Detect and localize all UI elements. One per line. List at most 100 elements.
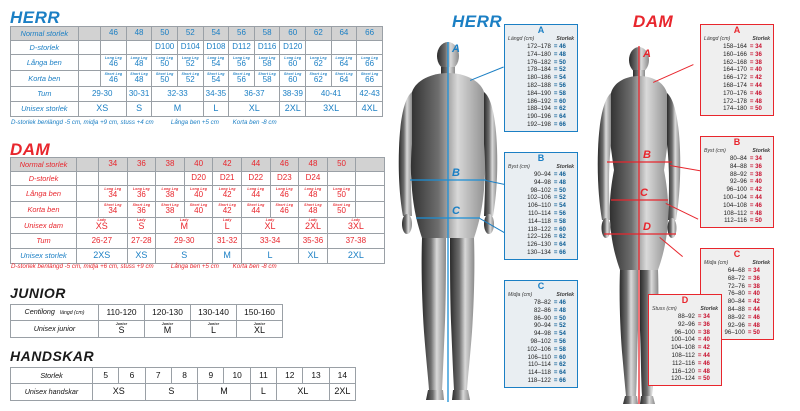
junior-size-cell: Junior XL xyxy=(236,320,283,338)
herr-cell: Long Leg 62 xyxy=(305,54,332,71)
box-size: = 50 xyxy=(749,217,762,225)
cell-value: 50 xyxy=(337,159,346,169)
box-row: 172–178 = 46 xyxy=(507,43,575,51)
cell-tiny-label: Short Leg xyxy=(258,71,276,76)
box-range: 96–100 xyxy=(726,186,747,194)
cell-tiny-label: Lady xyxy=(265,218,275,223)
box-value-table: 90–94 = 46 94–98 = 48 98–102 = 50 102–106 = 52 1… xyxy=(507,171,575,257)
cell-tiny-label: Long Leg xyxy=(105,55,122,60)
box-range: 88–92 xyxy=(677,312,695,320)
box-range: 72–76 xyxy=(727,282,745,290)
box-row: 88–92 = 38 xyxy=(703,171,771,179)
dam-unisex-dam-cell: Lady XS xyxy=(76,217,128,234)
box-row: 114–118 = 58 xyxy=(507,218,575,226)
cell-value: D116 xyxy=(257,42,277,52)
herr-cell: Short Leg 54 xyxy=(202,70,230,87)
box-range: 90–94 xyxy=(533,170,551,178)
box-size: = 34 xyxy=(749,42,762,50)
box-header-size: Storlek xyxy=(752,147,770,154)
box-size: = 66 xyxy=(553,248,566,256)
cell-tiny-label: Long Leg xyxy=(333,186,350,191)
cell-value: D24 xyxy=(305,173,321,183)
box-size: = 52 xyxy=(553,322,566,330)
box-row: 78–82 = 46 xyxy=(507,299,575,307)
handskar-number-cell: 14 xyxy=(328,367,356,384)
box-row: 190–196 = 64 xyxy=(507,113,575,121)
box-range: 130–134 xyxy=(527,248,551,256)
cell-value: 42 xyxy=(222,190,232,199)
handskar-size-cell: M xyxy=(197,383,251,401)
herr-row-1: D-storlek D100 D104 D108 D112 D116 D120 xyxy=(10,40,383,55)
dam-cell: 42 xyxy=(212,157,242,172)
cell-value: Tum xyxy=(36,236,51,246)
box-row: 98–102 = 56 xyxy=(507,338,575,346)
cell-tiny-label: Long Leg xyxy=(190,186,207,191)
cell-value: 33-34 xyxy=(259,235,281,245)
cell-tiny-label: Lady xyxy=(222,218,232,223)
cell-value: M xyxy=(163,324,172,335)
box-row: 114–118 = 64 xyxy=(507,369,575,377)
herr-cell: Long Leg 56 xyxy=(228,54,255,71)
box-size: = 40 xyxy=(697,336,710,344)
cell-tiny-label: Lady xyxy=(351,218,361,223)
cell-value: 36-37 xyxy=(244,88,265,98)
cell-value: 38 xyxy=(165,206,175,215)
box-row: 80–84 = 34 xyxy=(703,155,771,163)
cell-tiny-label: Long Leg xyxy=(309,55,327,60)
row-label: Tum xyxy=(10,233,77,249)
box-range: 126–130 xyxy=(527,241,551,249)
herr-cell: Short Leg 50 xyxy=(151,70,178,87)
dam-cell: 48 xyxy=(298,157,328,172)
dam-cell: Long Leg 46 xyxy=(269,185,300,202)
marker-b-dam: B xyxy=(643,149,651,161)
box-row: 80–84 = 42 xyxy=(703,298,771,306)
herr-tum-cell: 32-33 xyxy=(151,86,204,102)
herr-row-unisex: Unisex storlek XS S M L XL 2XL 3XL 4XL xyxy=(10,101,383,117)
cell-value: 50 xyxy=(160,75,170,84)
box-header: Längd (cm) Storlek xyxy=(507,36,575,43)
box-size: = 48 xyxy=(553,50,566,58)
dam-cell: D22 xyxy=(240,171,271,186)
dam-unisex-cell: 2XL xyxy=(326,248,385,264)
cell-tiny-label: Short Leg xyxy=(103,202,122,207)
box-range: 172–178 xyxy=(527,42,551,50)
cell-value: 10 xyxy=(232,370,242,381)
box-row: 84–88 = 36 xyxy=(703,163,771,171)
handskar-size-cell: XL xyxy=(276,383,330,401)
box-size: = 40 xyxy=(747,290,760,298)
box-size: = 60 xyxy=(553,353,566,361)
box-range: 94–98 xyxy=(533,330,551,338)
cell-value: 29-30 xyxy=(91,88,113,98)
box-range: 116–120 xyxy=(671,367,695,375)
cell-tiny-label: Short Leg xyxy=(132,202,151,207)
box-size: = 50 xyxy=(553,58,566,66)
box-range: 114–118 xyxy=(528,217,551,225)
cell-value: Korta ben xyxy=(28,73,61,83)
handskar-number-cell: 10 xyxy=(223,367,251,384)
cell-value: D108 xyxy=(206,42,226,52)
handskar-number-cell: 11 xyxy=(249,367,278,384)
box-row: 112–116 = 46 xyxy=(651,360,719,368)
box-range: 160–166 xyxy=(723,50,747,58)
section-title-herr: HERR xyxy=(10,8,61,27)
cell-value: 34 xyxy=(108,190,118,199)
section-title-junior: JUNIOR xyxy=(10,285,66,301)
cell-value: 48 xyxy=(134,28,144,38)
cell-value: 14 xyxy=(337,370,347,381)
dam-cell: Long Leg 48 xyxy=(298,185,328,202)
cell-value: 7 xyxy=(155,370,161,381)
dam-cell xyxy=(98,171,128,186)
cell-tiny-label: Short Leg xyxy=(304,202,322,207)
herr-tum-cell: 29-30 xyxy=(77,86,127,102)
cell-value: 5 xyxy=(103,370,108,381)
cell-value: 34-35 xyxy=(205,88,227,98)
cell-value: S xyxy=(168,386,175,397)
herr-unisex-cell: L xyxy=(202,101,230,117)
junior-length-cell: 120-130 xyxy=(144,304,191,321)
box-range: 108–112 xyxy=(671,351,695,359)
cell-tiny-label: Long Leg xyxy=(132,186,150,191)
dam-unisex-dam-cell: Lady 3XL xyxy=(326,217,385,234)
herr-cell: 54 xyxy=(202,26,230,41)
dam-cell: Long Leg 40 xyxy=(183,185,214,202)
